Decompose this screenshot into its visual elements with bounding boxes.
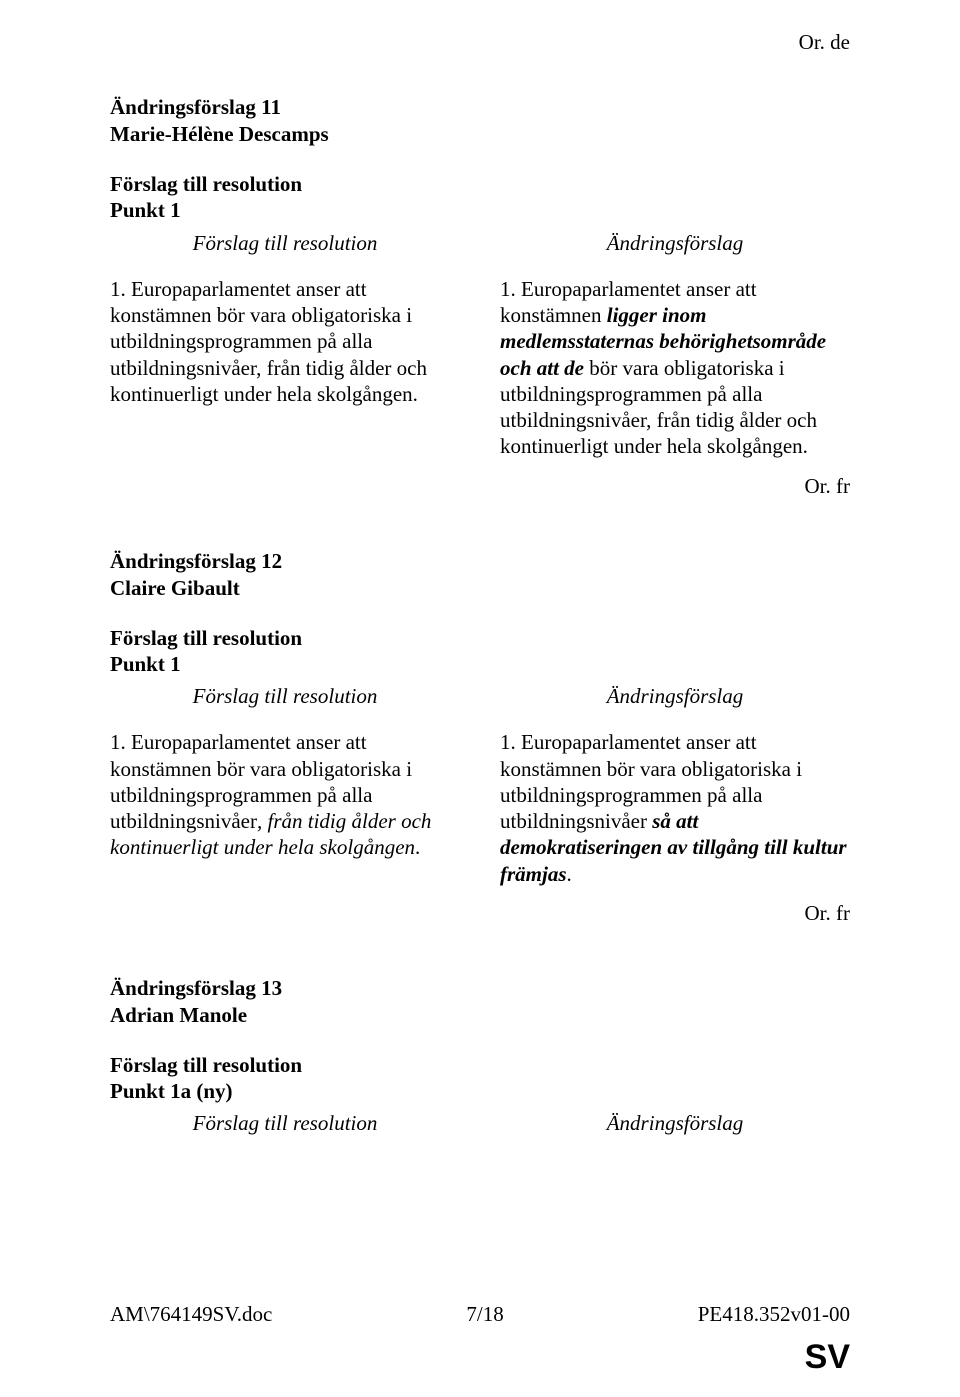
- origin-language-top: Or. de: [110, 30, 850, 55]
- right-column-heading: Ändringsförslag: [500, 1110, 850, 1136]
- language-mark: SV: [805, 1338, 850, 1377]
- amendment-number: Ändringsförslag 12: [110, 549, 850, 574]
- amendment-proposer: Claire Gibault: [110, 576, 850, 601]
- left-column-heading: Förslag till resolution: [110, 230, 460, 256]
- amendment-block-11: Ändringsförslag 11 Marie-Hélène Descamps…: [110, 95, 850, 499]
- amendment-block-13: Ändringsförslag 13 Adrian Manole Förslag…: [110, 976, 850, 1149]
- amendment-number: Ändringsförslag 13: [110, 976, 850, 1001]
- page: Or. de Ändringsförslag 11 Marie-Hélène D…: [0, 0, 960, 1397]
- section-title: Förslag till resolution: [110, 626, 302, 650]
- left-body: 1. Europaparlamentet anser att konstämne…: [110, 276, 460, 460]
- footer-doc-ref: AM\764149SV.doc: [110, 1302, 272, 1327]
- headings-row: Förslag till resolution Ändringsförslag: [110, 1110, 850, 1148]
- footer-pe-ref: PE418.352v01-00: [698, 1302, 850, 1327]
- body-row: 1. Europaparlamentet anser att konstämne…: [110, 276, 850, 460]
- footer-page-number: 7/18: [466, 1302, 503, 1327]
- left-body: 1. Europaparlamentet anser att konstämne…: [110, 729, 460, 887]
- amendment-proposer: Marie-Hélène Descamps: [110, 122, 850, 147]
- body-row: 1. Europaparlamentet anser att konstämne…: [110, 729, 850, 887]
- amendment-number: Ändringsförslag 11: [110, 95, 850, 120]
- right-body: 1. Europaparlamentet anser att konstämne…: [500, 276, 850, 460]
- right-column-heading: Ändringsförslag: [500, 683, 850, 709]
- origin-language: Or. fr: [110, 901, 850, 926]
- right-body: 1. Europaparlamentet anser att konstämne…: [500, 729, 850, 887]
- headings-row: Förslag till resolution Ändringsförslag: [110, 230, 850, 268]
- section-label: Förslag till resolution Punkt 1: [110, 625, 850, 678]
- section-point: Punkt 1: [110, 198, 181, 222]
- left-column-heading: Förslag till resolution: [110, 1110, 460, 1136]
- origin-language: Or. fr: [110, 474, 850, 499]
- section-label: Förslag till resolution Punkt 1a (ny): [110, 1052, 850, 1105]
- page-footer: AM\764149SV.doc 7/18 PE418.352v01-00: [110, 1302, 850, 1327]
- amendment-block-12: Ändringsförslag 12 Claire Gibault Försla…: [110, 549, 850, 926]
- headings-row: Förslag till resolution Ändringsförslag: [110, 683, 850, 721]
- section-label: Förslag till resolution Punkt 1: [110, 171, 850, 224]
- section-point: Punkt 1: [110, 652, 181, 676]
- section-title: Förslag till resolution: [110, 172, 302, 196]
- right-column-heading: Ändringsförslag: [500, 230, 850, 256]
- section-point: Punkt 1a (ny): [110, 1079, 233, 1103]
- left-column-heading: Förslag till resolution: [110, 683, 460, 709]
- amendment-proposer: Adrian Manole: [110, 1003, 850, 1028]
- section-title: Förslag till resolution: [110, 1053, 302, 1077]
